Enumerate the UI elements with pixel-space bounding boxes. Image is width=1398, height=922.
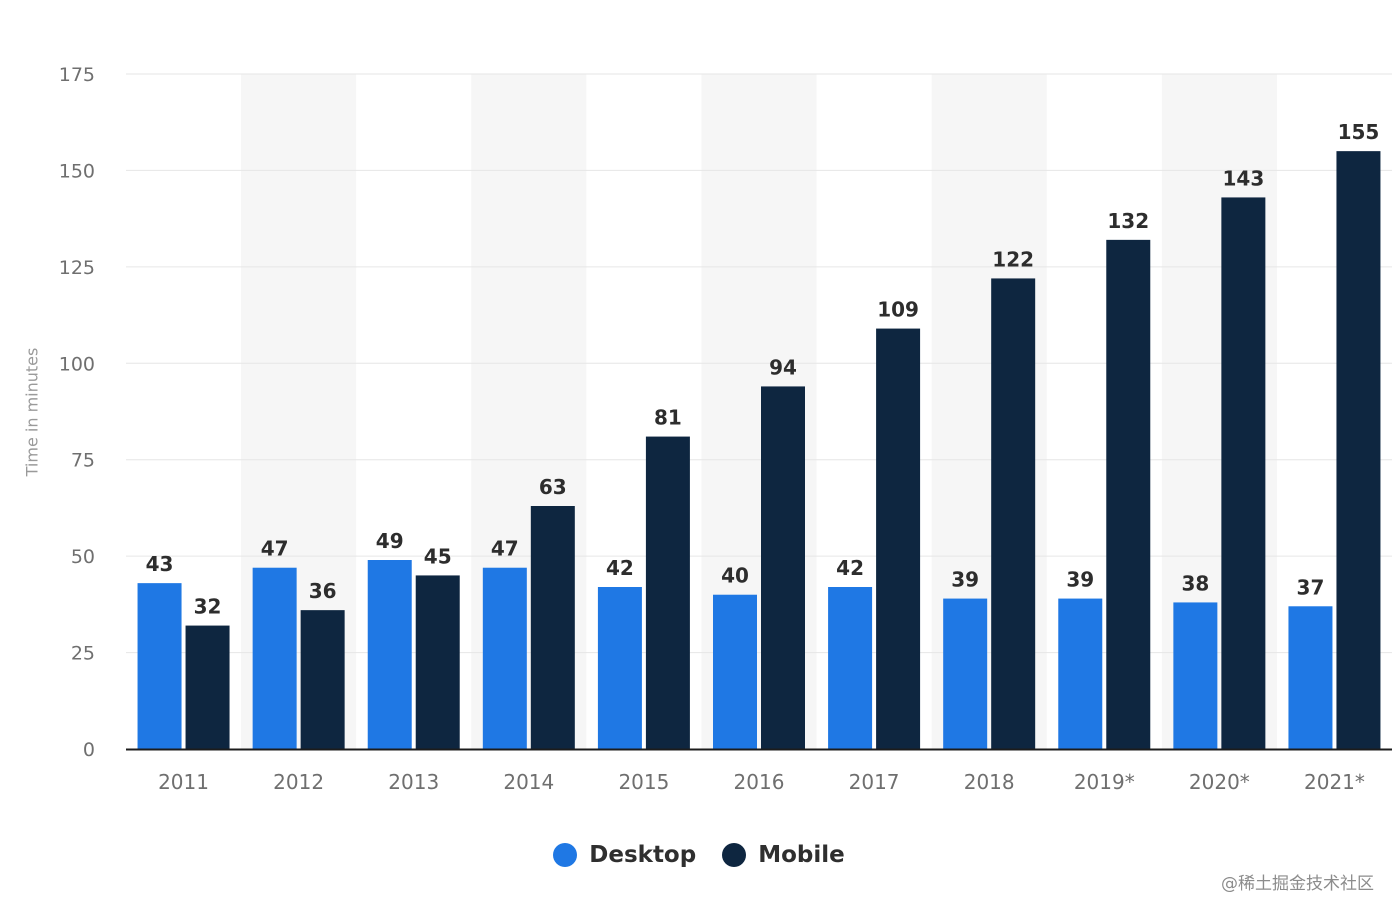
legend-item-mobile[interactable]: Mobile: [722, 842, 845, 868]
x-tick-label: 2018: [964, 770, 1015, 794]
data-label-desktop: 37: [1297, 575, 1325, 599]
data-label-desktop: 40: [721, 564, 749, 588]
bar-desktop: [1058, 598, 1103, 749]
bar-mobile: [876, 328, 921, 749]
y-tick-label: 25: [71, 643, 95, 665]
legend-item-desktop[interactable]: Desktop: [553, 842, 696, 868]
bar-desktop: [137, 583, 182, 749]
data-label-desktop: 42: [606, 556, 634, 580]
bar-desktop: [482, 567, 527, 749]
bar-desktop: [943, 598, 988, 749]
x-tick-label: 2020*: [1189, 770, 1250, 794]
bar-mobile: [185, 625, 230, 749]
data-label-desktop: 39: [951, 568, 979, 592]
legend-desktop-label: Desktop: [589, 842, 697, 868]
bar-desktop: [367, 560, 412, 749]
x-tick-label: 2012: [273, 770, 324, 794]
bar-mobile: [415, 575, 460, 749]
bar-desktop: [1173, 602, 1218, 749]
bar-desktop: [597, 587, 642, 749]
legend-mobile-swatch: [722, 843, 747, 867]
data-label-mobile: 94: [769, 355, 797, 379]
y-tick-label: 50: [71, 546, 95, 568]
bar-mobile: [1106, 239, 1151, 749]
bar-mobile: [1336, 151, 1381, 750]
data-label-mobile: 109: [877, 298, 919, 322]
data-label-desktop: 42: [836, 556, 864, 580]
x-tick-label: 2013: [388, 770, 439, 794]
legend: Desktop Mobile: [0, 842, 1398, 868]
bar-mobile: [645, 436, 690, 749]
data-label-desktop: 49: [376, 529, 404, 553]
x-tick-label: 2016: [734, 770, 785, 794]
data-label-mobile: 132: [1107, 209, 1149, 233]
data-label-mobile: 122: [992, 247, 1034, 271]
data-label-mobile: 45: [424, 544, 452, 568]
x-tick-label: 2017: [849, 770, 900, 794]
x-tick-label: 2014: [503, 770, 554, 794]
legend-desktop-swatch: [553, 843, 578, 867]
y-tick-label: 75: [71, 450, 95, 472]
x-tick-label: 2015: [618, 770, 669, 794]
data-label-desktop: 38: [1181, 571, 1209, 595]
data-label-desktop: 43: [146, 552, 174, 576]
data-label-mobile: 155: [1338, 120, 1380, 144]
data-label-desktop: 47: [261, 537, 289, 561]
y-tick-label: 175: [59, 64, 95, 86]
bar-mobile: [530, 506, 575, 749]
bar-desktop: [252, 567, 297, 749]
bar-desktop: [1288, 606, 1333, 749]
data-label-mobile: 63: [539, 475, 567, 499]
data-label-mobile: 36: [309, 579, 337, 603]
y-tick-label: 150: [59, 160, 95, 182]
bar-mobile: [300, 610, 345, 749]
data-label-mobile: 81: [654, 406, 682, 430]
x-tick-label: 2021*: [1304, 770, 1365, 794]
bar-mobile: [991, 278, 1036, 749]
watermark: @稀土掘金技术社区: [1221, 874, 1374, 894]
bar-desktop: [828, 587, 873, 749]
bar-desktop: [713, 594, 757, 749]
y-tick-label: 0: [83, 739, 95, 761]
x-tick-label: 2019*: [1074, 770, 1135, 794]
y-tick-label: 100: [59, 353, 95, 375]
x-tick-label: 2011: [158, 770, 209, 794]
bar-mobile: [1221, 197, 1266, 749]
data-label-mobile: 143: [1222, 166, 1264, 190]
data-label-desktop: 39: [1066, 568, 1094, 592]
y-axis-title: Time in minutes: [22, 347, 42, 477]
bar-mobile: [761, 386, 805, 749]
data-label-desktop: 47: [491, 537, 519, 561]
data-label-mobile: 32: [194, 595, 222, 619]
y-tick-label: 125: [59, 257, 95, 279]
legend-mobile-label: Mobile: [758, 842, 845, 868]
